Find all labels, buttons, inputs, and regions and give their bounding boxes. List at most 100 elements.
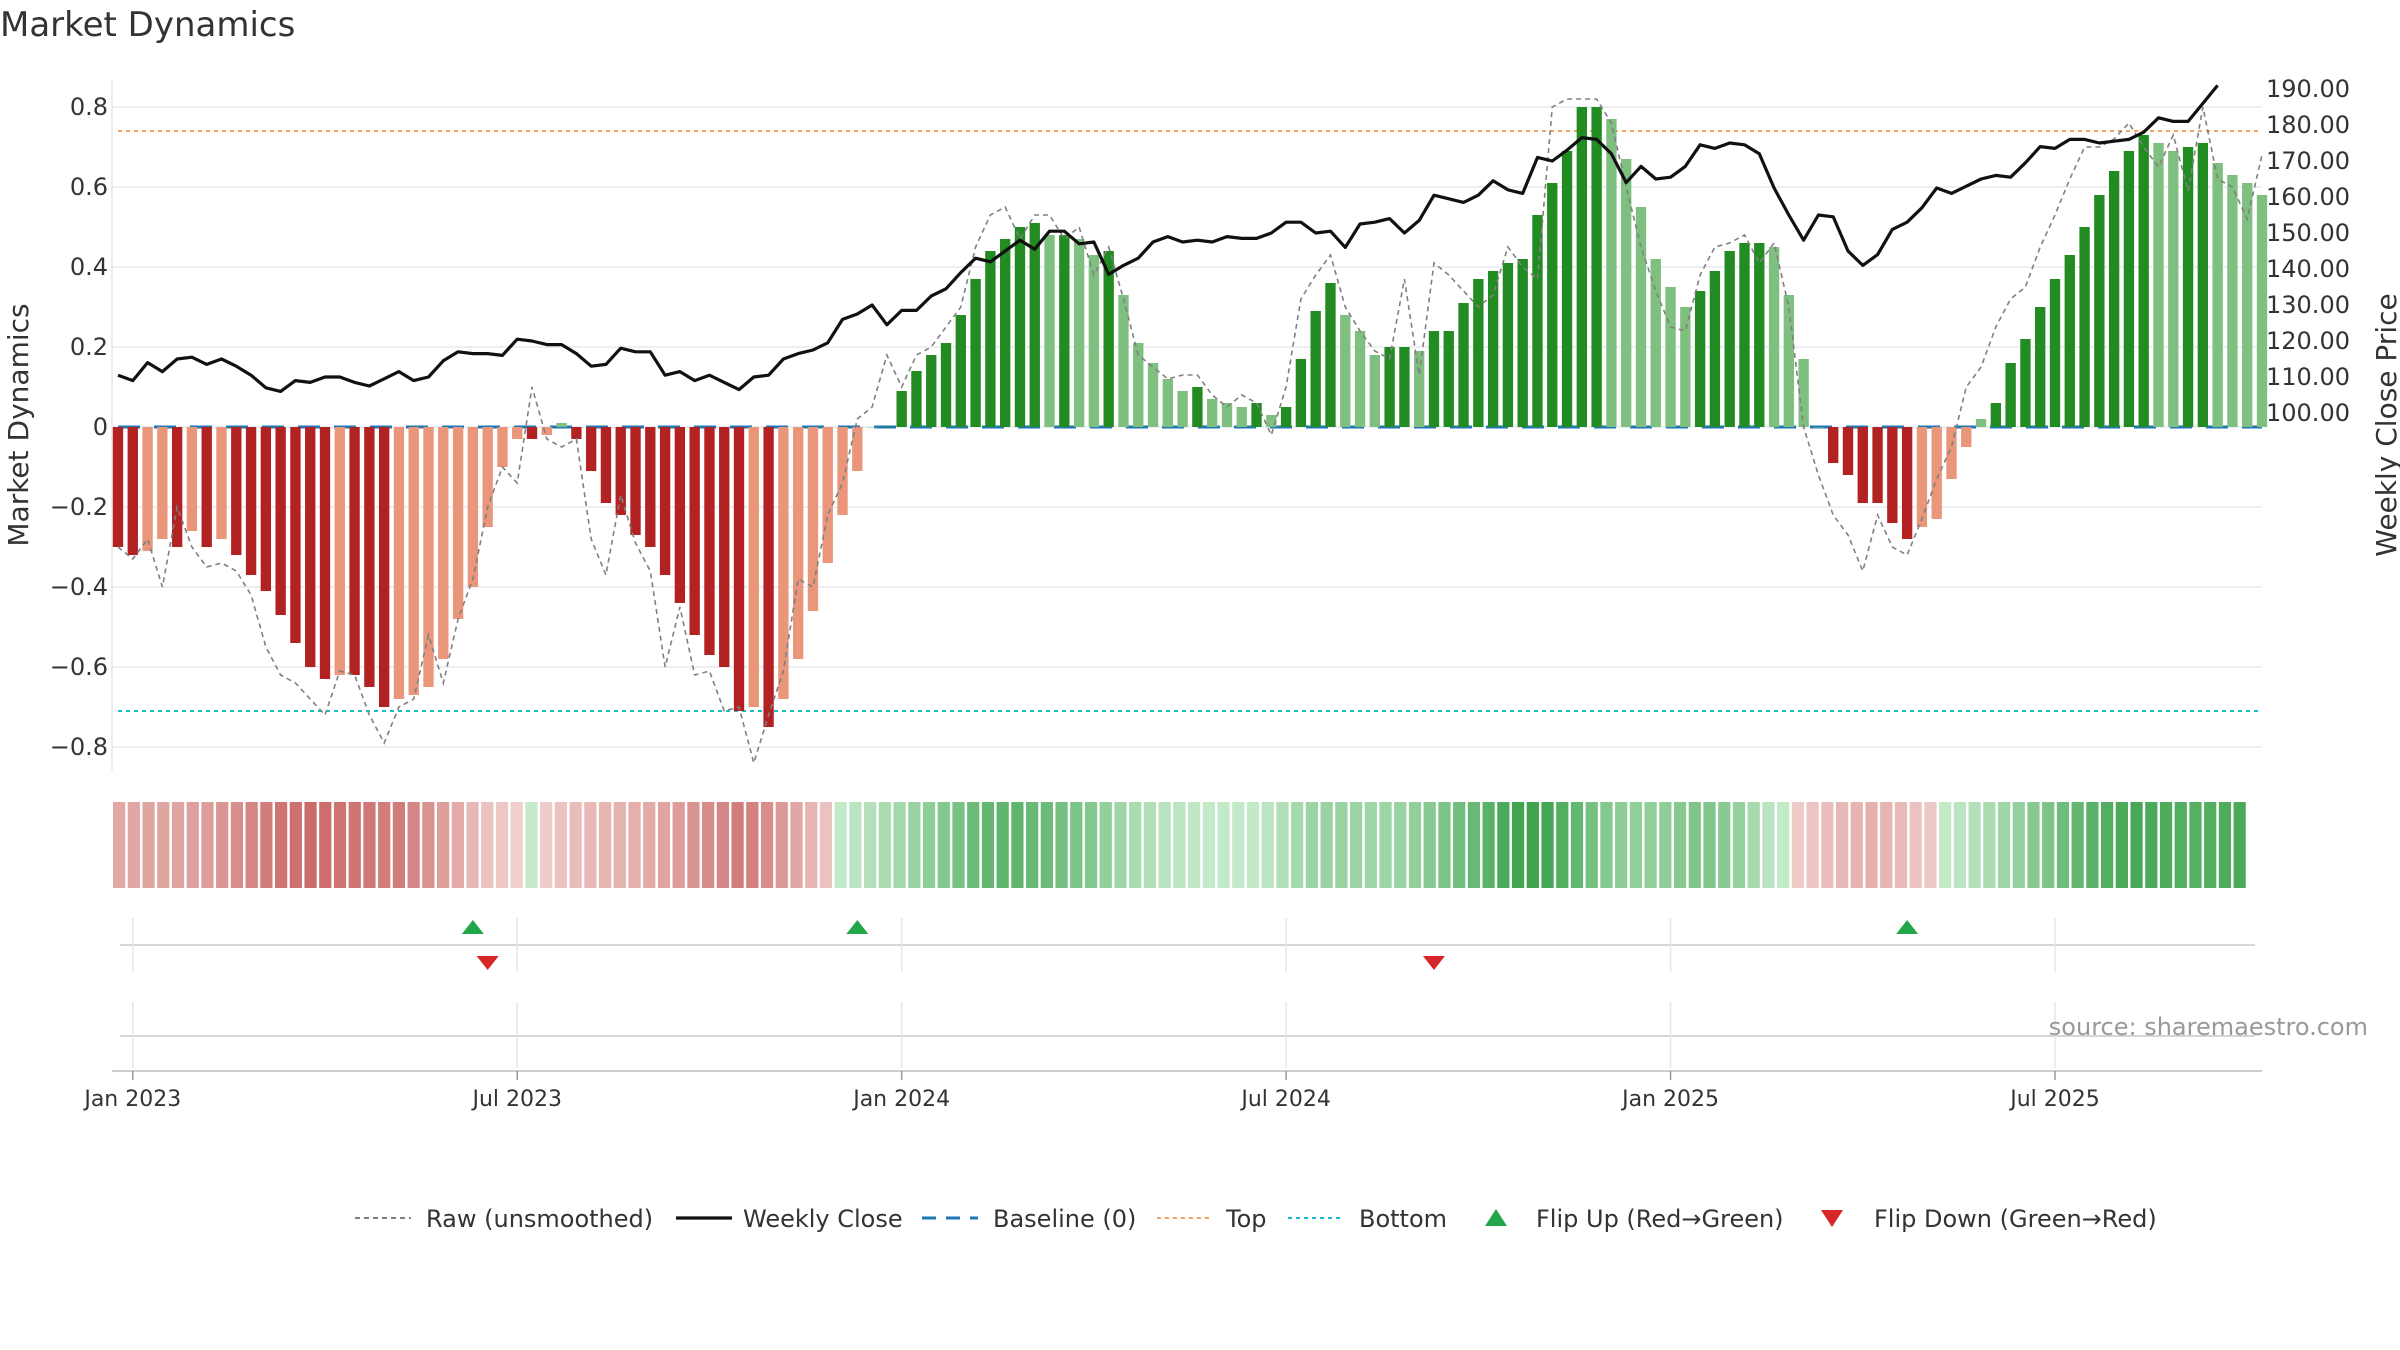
heat-cell xyxy=(1688,802,1701,888)
left-tick-label: 0.8 xyxy=(70,93,108,121)
heat-cell xyxy=(702,802,715,888)
left-tick-label: 0.4 xyxy=(70,253,108,281)
right-tick-label: 130.00 xyxy=(2266,291,2350,319)
heat-cell xyxy=(422,802,435,888)
heat-cell xyxy=(1511,802,1525,888)
dynamics-bar xyxy=(2256,195,2268,427)
heat-cell xyxy=(1143,802,1157,888)
heat-cell xyxy=(2233,802,2246,888)
flip-signal-panel xyxy=(120,918,2255,972)
x-tick-label: Jan 2024 xyxy=(851,1087,950,1112)
heat-cell xyxy=(1320,802,1333,888)
heat-cell xyxy=(2012,802,2025,888)
dynamics-bar xyxy=(1975,419,1987,427)
heat-cell xyxy=(1453,802,1466,888)
dynamics-bar xyxy=(955,315,966,427)
series-lines xyxy=(117,84,2263,766)
heat-cell xyxy=(2159,802,2173,888)
heat-cell xyxy=(2204,802,2217,888)
heat-cell xyxy=(1806,802,1819,888)
heat-cell xyxy=(1880,802,1893,888)
heat-cell xyxy=(1629,802,1643,888)
dynamics-bar xyxy=(556,423,567,427)
dynamics-bar xyxy=(1931,427,1942,519)
heat-cell xyxy=(643,802,656,888)
heat-cell xyxy=(451,802,464,888)
heat-cell xyxy=(1246,802,1260,888)
legend-label: Flip Up (Red→Green) xyxy=(1536,1205,1784,1233)
x-tick-label: Jul 2024 xyxy=(1239,1087,1331,1112)
dynamics-bar xyxy=(896,391,907,427)
heat-cell xyxy=(245,802,258,888)
heat-cell xyxy=(1084,802,1098,888)
dynamics-bar xyxy=(778,427,789,699)
lower-empty-panel xyxy=(120,1002,2255,1068)
dynamics-bar xyxy=(1147,363,1159,427)
heat-cell xyxy=(260,802,273,888)
dynamics-bar xyxy=(807,427,819,611)
heat-cell xyxy=(510,802,523,888)
dynamics-bar xyxy=(659,427,671,575)
heat-cell xyxy=(127,802,140,888)
dynamics-bar xyxy=(1133,343,1144,427)
x-tick-label: Jan 2023 xyxy=(82,1087,181,1112)
heat-cell xyxy=(1865,802,1878,888)
heat-cell xyxy=(1541,802,1554,888)
right-tick-label: 110.00 xyxy=(2266,363,2350,391)
heat-cell xyxy=(186,802,199,888)
heat-cell xyxy=(1747,802,1760,888)
source-credit: source: sharemaestro.com xyxy=(2049,1013,2368,1041)
dynamics-bar xyxy=(349,427,360,675)
dynamics-bar xyxy=(305,427,316,667)
heat-cell xyxy=(967,802,980,888)
heat-cell xyxy=(628,802,641,888)
dynamics-bar xyxy=(1946,427,1957,479)
dynamics-bar xyxy=(186,427,198,531)
heat-cell xyxy=(230,802,244,888)
raw-series-line xyxy=(117,98,2263,766)
heat-cell xyxy=(2042,802,2055,888)
dynamics-bar xyxy=(837,427,848,515)
dynamics-bar xyxy=(689,427,700,635)
dynamics-bar xyxy=(1828,427,1839,463)
heat-cell xyxy=(819,802,833,888)
dynamics-bar xyxy=(2079,227,2090,427)
heat-cell xyxy=(1526,802,1539,888)
dynamics-bar xyxy=(866,427,878,428)
dynamics-bar xyxy=(1961,427,1972,447)
dynamics-bar xyxy=(1192,387,1203,427)
heat-cell xyxy=(1615,802,1628,888)
dynamics-bar xyxy=(1207,399,1218,427)
flip-down-marker xyxy=(476,956,499,970)
heat-cell xyxy=(2218,802,2232,888)
right-tick-label: 190.00 xyxy=(2266,75,2350,103)
heat-cell xyxy=(1909,802,1922,888)
dynamics-bar xyxy=(482,427,493,527)
heat-cell xyxy=(319,802,332,888)
heat-cell xyxy=(1953,802,1966,888)
dynamics-bar xyxy=(1458,303,1469,427)
heat-cell xyxy=(1497,802,1510,888)
dynamics-bar xyxy=(1901,427,1913,539)
dynamics-bar xyxy=(1561,151,1573,427)
dynamics-bar xyxy=(970,279,981,427)
left-tick-label: −0.4 xyxy=(50,573,108,601)
dynamics-bar xyxy=(1754,243,1765,427)
left-tick-label: 0.6 xyxy=(70,173,108,201)
heat-cell xyxy=(378,802,391,888)
legend-swatch-flip-up xyxy=(1485,1209,1507,1226)
heat-cell xyxy=(908,802,921,888)
dynamics-bar xyxy=(1236,407,1247,427)
legend: Raw (unsmoothed) Weekly Close Baseline (0)… xyxy=(355,1205,2157,1233)
dynamics-bar xyxy=(1354,331,1366,427)
heat-cell xyxy=(1997,802,2011,888)
right-y-axis: 190.00 180.00 170.00 160.00 150.00 140.00 130.… xyxy=(2266,75,2350,427)
heat-cell xyxy=(731,802,744,888)
dynamics-bar xyxy=(1014,227,1026,427)
dynamics-bar xyxy=(630,427,641,535)
heat-cell xyxy=(922,802,936,888)
dynamics-bar xyxy=(2005,363,2016,427)
dynamics-bar xyxy=(364,427,375,687)
dynamics-bar xyxy=(1340,315,1351,427)
heat-cell xyxy=(274,802,288,888)
